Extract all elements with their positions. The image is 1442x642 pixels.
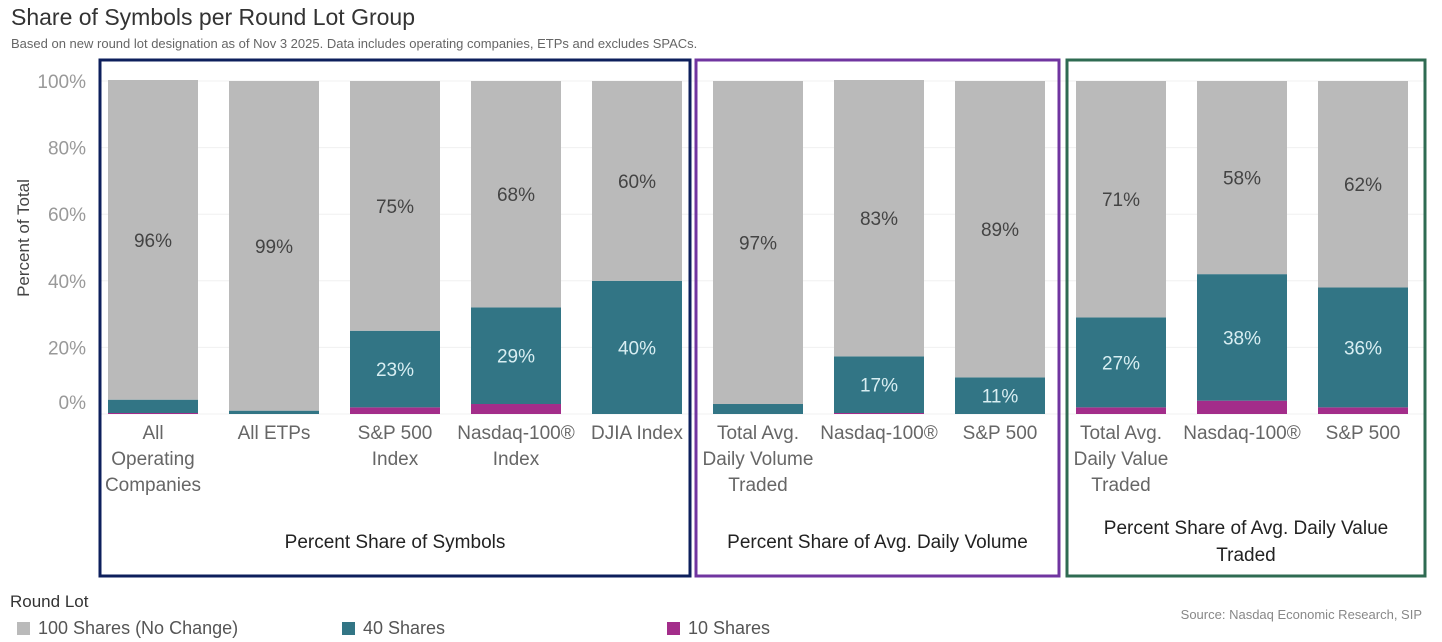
- legend-title: Round Lot: [10, 592, 89, 611]
- data-label: 89%: [981, 220, 1019, 241]
- data-label: 40%: [618, 338, 656, 359]
- bar-segment: [229, 81, 319, 411]
- group-title: Percent Share of Avg. Daily Value: [1104, 518, 1388, 539]
- category-label: S&P 500: [358, 423, 433, 444]
- group-frame: [1065, 58, 1427, 578]
- legend-label: 10 Shares: [688, 618, 771, 638]
- bar-segment: [834, 80, 924, 357]
- y-tick-label: 100%: [37, 72, 86, 93]
- category-label: DJIA Index: [591, 423, 683, 444]
- bar-segment: [1318, 81, 1408, 288]
- bar-segment: [955, 81, 1045, 378]
- data-label: 97%: [739, 234, 777, 255]
- chart-title: Share of Symbols per Round Lot Group: [11, 4, 416, 30]
- data-label: 11%: [982, 387, 1019, 408]
- bar-segment: [229, 410, 319, 414]
- bar-segment: [471, 307, 561, 405]
- group-title: Traded: [1216, 545, 1276, 566]
- bar-segment: [1076, 81, 1166, 318]
- y-tick-label: 60%: [48, 205, 86, 226]
- bar-segment: [592, 280, 682, 414]
- bar-segment: [1076, 407, 1166, 414]
- bar-segment: [1318, 287, 1408, 408]
- bar-segment: [471, 81, 561, 308]
- category-label: Traded: [1091, 475, 1151, 496]
- y-tick-label: 20%: [48, 338, 86, 359]
- data-label: 58%: [1223, 169, 1261, 190]
- y-axis-label: Percent of Total: [14, 179, 33, 297]
- bar-segment: [713, 81, 803, 405]
- bar-segment: [350, 330, 440, 408]
- data-label: 68%: [497, 185, 535, 206]
- category-label: Index: [372, 449, 419, 470]
- category-label: Traded: [728, 475, 788, 496]
- legend-item-40-shares[interactable]: 40 Shares: [342, 618, 445, 639]
- legend-label: 40 Shares: [363, 618, 446, 638]
- category-label: Daily Volume: [703, 449, 814, 470]
- data-label: 27%: [1102, 353, 1140, 374]
- category-label: S&P 500: [1326, 423, 1401, 444]
- data-label: 36%: [1344, 338, 1382, 359]
- y-tick-label: 80%: [48, 139, 86, 160]
- data-label: 62%: [1344, 175, 1382, 196]
- category-label: Total Avg.: [1080, 423, 1162, 444]
- bar-segment: [834, 413, 924, 414]
- data-label: 75%: [376, 197, 414, 218]
- legend-label: 100 Shares (No Change): [38, 618, 239, 638]
- legend-swatch-10-shares: [667, 622, 680, 635]
- category-label: Companies: [105, 475, 201, 496]
- bar-segment: [955, 377, 1045, 414]
- bar-segment: [471, 404, 561, 414]
- bar-segment: [1318, 407, 1408, 414]
- bar-segment: [713, 404, 803, 414]
- data-label: 17%: [860, 376, 898, 397]
- category-label: S&P 500: [963, 423, 1038, 444]
- bar-segment: [350, 407, 440, 414]
- category-label: Nasdaq-100®: [820, 423, 938, 444]
- bar-segment: [108, 399, 198, 414]
- data-label: 71%: [1102, 190, 1140, 211]
- data-label: 29%: [497, 347, 535, 368]
- group-frame: [98, 58, 692, 578]
- data-label: 83%: [860, 209, 898, 230]
- bar-segment: [350, 81, 440, 331]
- group-frame: [694, 58, 1061, 578]
- category-label: Nasdaq-100®: [1183, 423, 1301, 444]
- category-label: Total Avg.: [717, 423, 799, 444]
- data-label: 38%: [1223, 328, 1261, 349]
- category-label: Daily Value: [1074, 449, 1169, 470]
- bar-segment: [1197, 400, 1287, 414]
- bar-segment: [1197, 81, 1287, 275]
- category-label: Nasdaq-100®: [457, 423, 575, 444]
- group-title: Percent Share of Avg. Daily Volume: [727, 532, 1028, 553]
- data-label: 96%: [134, 231, 172, 252]
- legend-swatch-40-shares: [342, 622, 355, 635]
- category-label: All: [142, 423, 163, 444]
- bar-segment: [1076, 317, 1166, 408]
- chart-subtitle: Based on new round lot designation as of…: [11, 36, 698, 51]
- bar-segment: [592, 81, 682, 281]
- y-tick-label: 0%: [59, 393, 87, 414]
- group-title: Percent Share of Symbols: [285, 532, 506, 553]
- bar-segment: [108, 413, 198, 414]
- data-label: 99%: [255, 237, 293, 258]
- legend-swatch-100-shares: [17, 622, 30, 635]
- source-note: Source: Nasdaq Economic Research, SIP: [1180, 607, 1422, 622]
- y-tick-label: 40%: [48, 272, 86, 293]
- category-label: All ETPs: [238, 423, 311, 444]
- legend-item-10-shares[interactable]: 10 Shares: [667, 618, 770, 639]
- bar-segment: [1197, 274, 1287, 401]
- bar-segment: [834, 356, 924, 414]
- bar-segment: [108, 80, 198, 400]
- data-label: 60%: [618, 172, 656, 193]
- data-label: 23%: [376, 360, 414, 381]
- legend-item-100-shares[interactable]: 100 Shares (No Change): [17, 618, 238, 639]
- category-label: Operating: [111, 449, 194, 470]
- category-label: Index: [493, 449, 540, 470]
